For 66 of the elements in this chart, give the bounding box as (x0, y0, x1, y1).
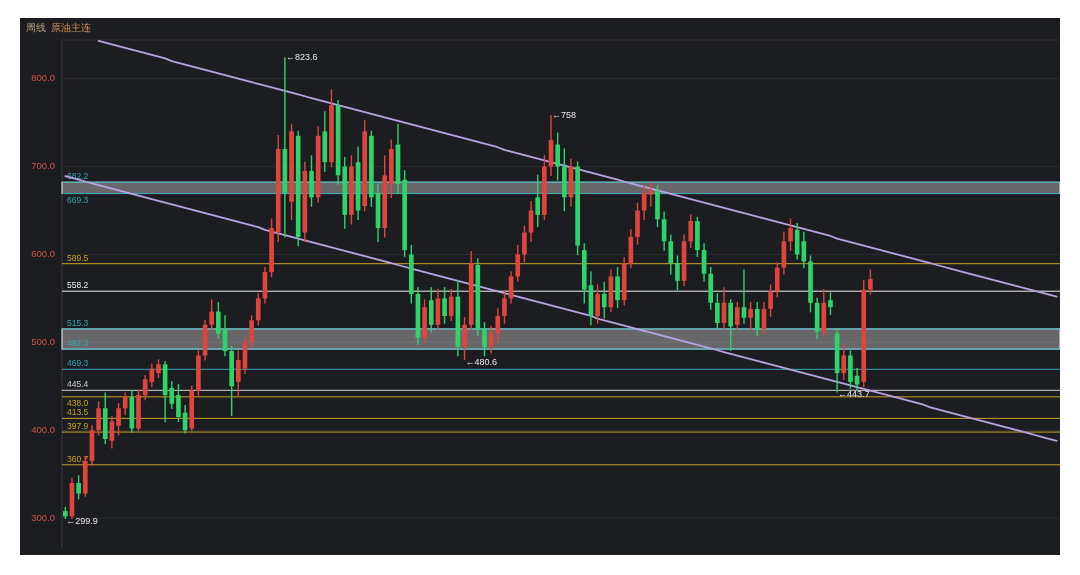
candlestick (715, 293, 720, 330)
candlestick (76, 475, 81, 500)
y-tick-label: 300.0 (31, 511, 55, 523)
candlestick (502, 290, 507, 324)
candlestick (515, 244, 521, 282)
ref-line-label: 438.0 (67, 397, 89, 408)
candlestick (728, 299, 733, 351)
annotation: ←758 (552, 109, 577, 120)
candlestick (442, 287, 447, 324)
candlestick (495, 308, 501, 344)
candlestick (122, 392, 128, 416)
candlestick (209, 299, 215, 330)
annotation: ←299.9 (66, 515, 98, 526)
candlestick (216, 302, 221, 339)
candlestick (841, 343, 847, 380)
candlestick (116, 403, 121, 436)
candlestick (741, 269, 747, 324)
ref-line-label: 589.5 (67, 252, 89, 263)
ref-line-label: 469.3 (67, 358, 89, 369)
ref-line-label: 397.9 (67, 421, 89, 432)
candlestick (774, 262, 780, 298)
ref-line-label: 515.3 (67, 317, 89, 328)
chart-subtitle: 原油主连 (51, 22, 91, 33)
candlestick (754, 302, 760, 337)
ref-line-label: 558.2 (67, 280, 89, 291)
candlestick (768, 284, 773, 317)
candlestick (828, 292, 833, 315)
candlestick (535, 174, 541, 228)
line-series (97, 39, 1058, 298)
y-tick-label: 700.0 (31, 160, 55, 172)
candlestick (555, 132, 560, 181)
annotation: ←480.6 (465, 356, 498, 367)
candlestick (601, 281, 607, 319)
candlestick (522, 225, 527, 263)
line-series (64, 175, 1058, 442)
candlestick (169, 381, 175, 409)
candlestick (448, 288, 454, 322)
candlestick (482, 322, 487, 357)
candlestick (788, 218, 793, 251)
candlestick (668, 234, 674, 275)
ref-line-label: 413.5 (67, 407, 89, 418)
y-tick-label: 500.0 (31, 335, 55, 347)
candlestick (595, 284, 600, 324)
chart-title: 周线 (26, 22, 46, 33)
candlestick (648, 181, 654, 207)
annotation: ←443.7 (838, 389, 870, 400)
candlestick (462, 317, 467, 361)
ref-line-label: 492.3 (67, 338, 89, 349)
candlestick (235, 350, 241, 396)
ref-line-label: 445.4 (67, 379, 89, 390)
candlestick (96, 401, 101, 436)
candlestick (176, 383, 181, 423)
y-tick-label: 600.0 (31, 247, 55, 259)
candlestick (149, 363, 155, 387)
ref-line-label: 669.3 (67, 194, 89, 205)
candlestick (748, 302, 753, 330)
candlestick (255, 293, 261, 326)
candlestick (615, 266, 620, 308)
candlestick (688, 214, 694, 249)
candlestick (868, 269, 873, 295)
candlestick (734, 302, 740, 330)
annotation: ←823.6 (285, 52, 318, 63)
y-tick-label: 400.0 (31, 423, 55, 435)
candlestick (249, 315, 254, 348)
candlestick (675, 255, 680, 291)
y-tick-label: 800.0 (31, 72, 55, 84)
